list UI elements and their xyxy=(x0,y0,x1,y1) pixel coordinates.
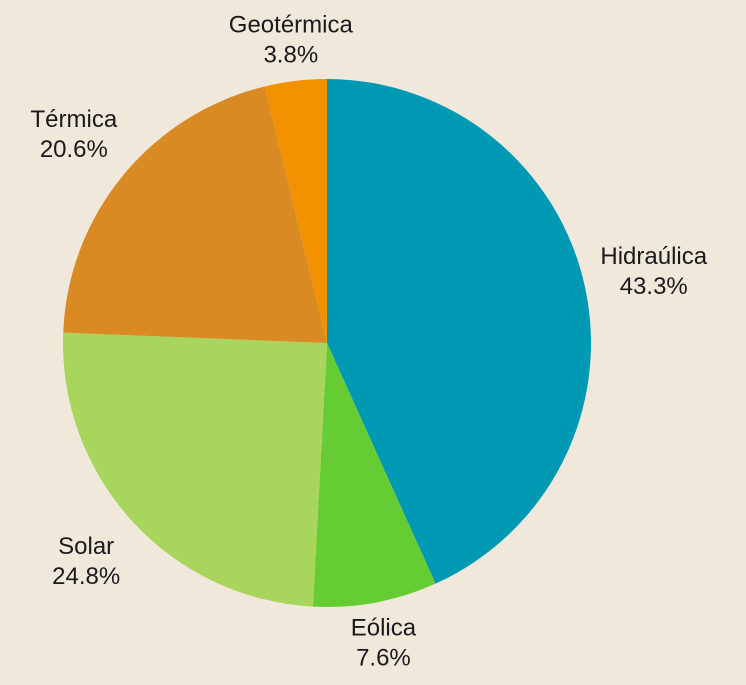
slice-label: Solar xyxy=(58,533,114,560)
pie-slice xyxy=(264,79,327,343)
pie-slice xyxy=(62,332,327,607)
slice-label: Hidraúlica xyxy=(600,243,707,270)
slice-value-label: 7.6% xyxy=(356,645,411,672)
slice-label: Térmica xyxy=(31,106,118,133)
slice-label: Geotérmica xyxy=(229,11,354,38)
pie-slice xyxy=(327,79,592,584)
slice-value-label: 43.3% xyxy=(620,273,688,300)
pie-slice xyxy=(312,343,436,607)
slice-label: Eólica xyxy=(351,615,417,642)
slice-value-label: 24.8% xyxy=(52,563,120,590)
slice-value-label: 20.6% xyxy=(40,136,108,163)
slice-value-label: 3.8% xyxy=(263,41,318,68)
pie-slice xyxy=(63,86,328,343)
